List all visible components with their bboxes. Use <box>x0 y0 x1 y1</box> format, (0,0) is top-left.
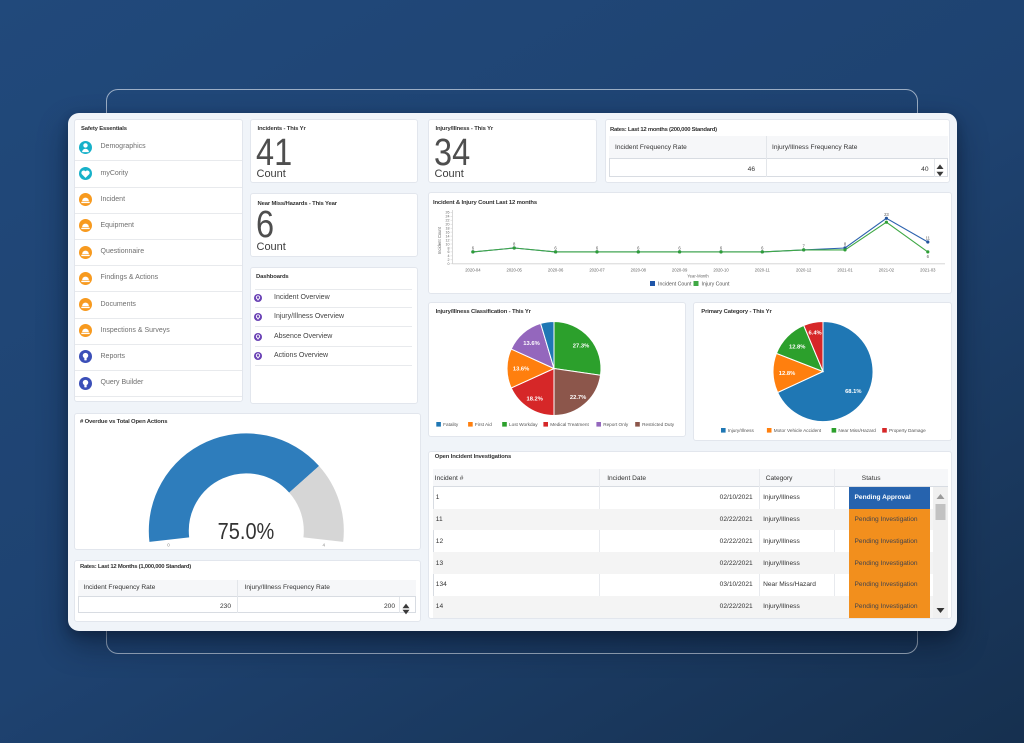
svg-text:Incident Count: Incident Count <box>437 226 442 254</box>
svg-text:2020-11: 2020-11 <box>755 268 771 273</box>
svg-text:8: 8 <box>513 242 516 247</box>
svg-text:12: 12 <box>446 238 450 242</box>
svg-text:2020-06: 2020-06 <box>548 268 564 273</box>
svg-text:2020-12: 2020-12 <box>796 268 812 273</box>
svg-text:6: 6 <box>637 245 640 250</box>
svg-text:6.4%: 6.4% <box>808 331 821 337</box>
svg-text:2020-07: 2020-07 <box>589 268 605 273</box>
svg-text:2020-09: 2020-09 <box>672 268 688 273</box>
svg-text:2: 2 <box>448 258 450 262</box>
svg-text:Property Damage: Property Damage <box>889 428 926 433</box>
svg-text:Near Miss/Hazard: Near Miss/Hazard <box>838 428 876 433</box>
svg-text:Motor Vehicle Accident: Motor Vehicle Accident <box>774 428 822 433</box>
svg-text:0: 0 <box>448 262 450 266</box>
svg-text:4: 4 <box>448 254 450 258</box>
svg-text:4: 4 <box>323 543 326 548</box>
svg-text:8: 8 <box>844 242 847 247</box>
svg-text:Medical Treatment: Medical Treatment <box>550 422 589 427</box>
svg-text:First Aid: First Aid <box>475 422 492 427</box>
svg-text:6: 6 <box>472 245 475 250</box>
svg-text:6: 6 <box>678 245 681 250</box>
svg-text:12.8%: 12.8% <box>789 345 805 351</box>
svg-text:Lost Workday: Lost Workday <box>509 422 538 427</box>
svg-text:6: 6 <box>554 245 557 250</box>
svg-text:Fatality: Fatality <box>443 422 459 427</box>
svg-text:8: 8 <box>448 246 450 250</box>
svg-text:7: 7 <box>803 243 806 248</box>
svg-text:20: 20 <box>446 223 450 227</box>
svg-text:Incident Count: Incident Count <box>658 281 692 287</box>
svg-text:12.8%: 12.8% <box>779 371 795 377</box>
svg-text:22.7%: 22.7% <box>570 395 586 401</box>
svg-text:6: 6 <box>927 254 930 259</box>
svg-text:Report Only: Report Only <box>603 422 629 427</box>
svg-text:6: 6 <box>596 245 599 250</box>
svg-text:68.1%: 68.1% <box>845 389 861 395</box>
svg-text:0: 0 <box>167 543 170 548</box>
svg-text:6: 6 <box>761 245 764 250</box>
svg-text:2020-08: 2020-08 <box>631 268 647 273</box>
svg-text:13.6%: 13.6% <box>523 341 539 347</box>
svg-text:26: 26 <box>446 211 450 215</box>
svg-text:11: 11 <box>926 236 931 241</box>
svg-text:22: 22 <box>446 219 450 223</box>
svg-text:18.2%: 18.2% <box>526 397 542 403</box>
svg-text:18: 18 <box>446 227 450 231</box>
svg-text:27.3%: 27.3% <box>573 343 589 349</box>
svg-text:10: 10 <box>446 242 450 246</box>
svg-text:2021-03: 2021-03 <box>920 268 936 273</box>
svg-text:Injury Count: Injury Count <box>702 281 731 287</box>
svg-text:2020-10: 2020-10 <box>713 268 729 273</box>
svg-text:24: 24 <box>446 215 450 219</box>
svg-text:Injury/Illness: Injury/Illness <box>728 428 755 433</box>
svg-text:2021-01: 2021-01 <box>837 268 853 273</box>
svg-text:16: 16 <box>446 230 450 234</box>
svg-text:23: 23 <box>884 212 889 217</box>
svg-text:13.6%: 13.6% <box>513 367 529 373</box>
svg-text:14: 14 <box>446 234 450 238</box>
svg-text:Restricted Duty: Restricted Duty <box>642 422 675 427</box>
svg-text:2021-02: 2021-02 <box>879 268 895 273</box>
svg-text:2020-04: 2020-04 <box>465 268 481 273</box>
svg-text:6: 6 <box>720 245 723 250</box>
svg-text:6: 6 <box>448 250 450 254</box>
svg-text:Year-Month: Year-Month <box>687 274 709 279</box>
svg-text:2020-05: 2020-05 <box>507 268 523 273</box>
